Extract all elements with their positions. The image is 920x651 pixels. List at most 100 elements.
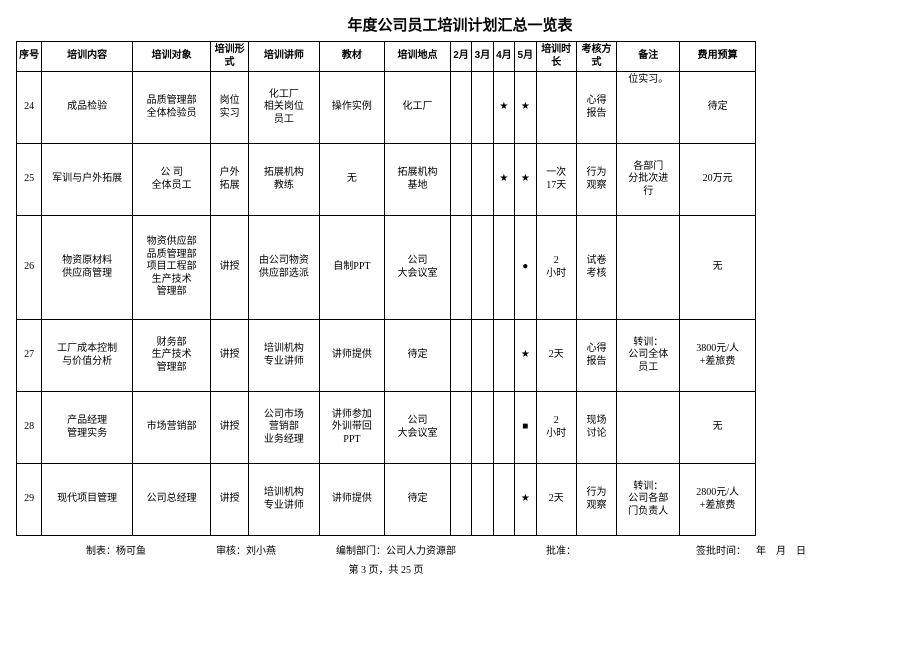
cell-mat: 讲师提供 [319, 320, 385, 392]
table-row: 27工厂成本控制 与价值分析财务部 生产技术 管理部讲授培训机构 专业讲师讲师提… [17, 320, 756, 392]
cell-m2 [450, 320, 471, 392]
col-header: 培训内容 [42, 42, 133, 72]
cell-no: 28 [17, 392, 42, 464]
cell-no: 25 [17, 144, 42, 216]
cell-m5: ★ [515, 144, 536, 216]
col-header: 考核方式 [576, 42, 616, 72]
cell-form: 讲授 [211, 464, 249, 536]
table-row: 25军训与户外拓展公 司 全体员工户外 拓展拓展机构 教练无拓展机构 基地★★一… [17, 144, 756, 216]
cell-mat: 无 [319, 144, 385, 216]
cell-assess: 行为 观察 [576, 464, 616, 536]
cell-remark: 位实习。 [617, 72, 680, 144]
cell-target: 财务部 生产技术 管理部 [133, 320, 211, 392]
cell-dur: 2天 [536, 320, 576, 392]
cell-m3 [472, 144, 493, 216]
cell-m2 [450, 144, 471, 216]
cell-form: 讲授 [211, 216, 249, 320]
cell-form: 讲授 [211, 320, 249, 392]
cell-form: 户外 拓展 [211, 144, 249, 216]
cell-target: 市场营销部 [133, 392, 211, 464]
cell-lect: 拓展机构 教练 [249, 144, 320, 216]
cell-lect: 培训机构 专业讲师 [249, 320, 320, 392]
cell-lect: 化工厂 相关岗位 员工 [249, 72, 320, 144]
dept-name: 公司人力资源部 [386, 542, 456, 557]
col-header: 序号 [17, 42, 42, 72]
cell-loc: 公司 大会议室 [385, 392, 451, 464]
cell-content: 现代项目管理 [42, 464, 133, 536]
col-header: 培训地点 [385, 42, 451, 72]
cell-assess: 现场 讨论 [576, 392, 616, 464]
col-header: 备注 [617, 42, 680, 72]
cell-m4 [493, 392, 514, 464]
cell-m2 [450, 216, 471, 320]
cell-m4 [493, 216, 514, 320]
table-row: 28产品经理 管理实务市场营销部讲授公司市场 营销部 业务经理讲师参加 外训带回… [17, 392, 756, 464]
col-header: 培训对象 [133, 42, 211, 72]
cell-remark [617, 392, 680, 464]
cell-cost: 3800元/人 +差旅费 [680, 320, 756, 392]
cell-m2 [450, 392, 471, 464]
cell-loc: 化工厂 [385, 72, 451, 144]
cell-m3 [472, 72, 493, 144]
footer-line: 制表： 杨可鱼 审核： 刘小燕 编制部门： 公司人力资源部 批准： 签批时间： … [16, 542, 916, 557]
cell-mat: 讲师参加 外训带回 PPT [319, 392, 385, 464]
dept-label: 编制部门： [336, 542, 386, 557]
cell-loc: 待定 [385, 320, 451, 392]
cell-m3 [472, 320, 493, 392]
cell-m3 [472, 392, 493, 464]
pager: 第 3 页，共 25 页 [16, 561, 756, 576]
cell-cost: 20万元 [680, 144, 756, 216]
cell-no: 24 [17, 72, 42, 144]
cell-assess: 试卷 考核 [576, 216, 616, 320]
cell-remark: 转训： 公司全体 员工 [617, 320, 680, 392]
cell-target: 公司总经理 [133, 464, 211, 536]
cell-cost: 待定 [680, 72, 756, 144]
cell-m4: ★ [493, 72, 514, 144]
cell-loc: 待定 [385, 464, 451, 536]
date-tail: 年 月 日 [746, 542, 806, 557]
table-header-row: 序号培训内容培训对象培训形式培训讲师教材培训地点2月3月4月5月培训时长考核方式… [17, 42, 756, 72]
cell-no: 27 [17, 320, 42, 392]
cell-content: 工厂成本控制 与价值分析 [42, 320, 133, 392]
cell-content: 产品经理 管理实务 [42, 392, 133, 464]
cell-dur: 2 小时 [536, 216, 576, 320]
cell-loc: 拓展机构 基地 [385, 144, 451, 216]
cell-content: 物资原材料 供应商管理 [42, 216, 133, 320]
col-header: 3月 [472, 42, 493, 72]
cell-no: 29 [17, 464, 42, 536]
col-header: 培训时长 [536, 42, 576, 72]
cell-m4: ★ [493, 144, 514, 216]
cell-m4 [493, 320, 514, 392]
cell-m3 [472, 216, 493, 320]
cell-cost: 无 [680, 216, 756, 320]
col-header: 教材 [319, 42, 385, 72]
cell-m5: ★ [515, 320, 536, 392]
cell-m4 [493, 464, 514, 536]
cell-assess: 心得 报告 [576, 72, 616, 144]
col-header: 培训形式 [211, 42, 249, 72]
table-row: 26物资原材料 供应商管理物资供应部 品质管理部 项目工程部 生产技术 管理部讲… [17, 216, 756, 320]
cell-cost: 无 [680, 392, 756, 464]
cell-mat: 自制PPT [319, 216, 385, 320]
reviewer-label: 审核： [216, 542, 246, 557]
maker-name: 杨可鱼 [116, 542, 146, 557]
cell-assess: 心得 报告 [576, 320, 616, 392]
cell-remark [617, 216, 680, 320]
cell-loc: 公司 大会议室 [385, 216, 451, 320]
cell-target: 品质管理部 全体检验员 [133, 72, 211, 144]
col-header: 2月 [450, 42, 471, 72]
col-header: 5月 [515, 42, 536, 72]
cell-lect: 由公司物资 供应部选派 [249, 216, 320, 320]
cell-form: 讲授 [211, 392, 249, 464]
cell-lect: 培训机构 专业讲师 [249, 464, 320, 536]
cell-content: 军训与户外拓展 [42, 144, 133, 216]
cell-m5: ★ [515, 72, 536, 144]
cell-lect: 公司市场 营销部 业务经理 [249, 392, 320, 464]
cell-assess: 行为 观察 [576, 144, 616, 216]
cell-mat: 操作实例 [319, 72, 385, 144]
sign-time-label: 签批时间： [696, 542, 746, 557]
maker-label: 制表： [86, 542, 116, 557]
approve-label: 批准： [546, 542, 576, 557]
cell-remark: 转训： 公司各部 门负责人 [617, 464, 680, 536]
reviewer-name: 刘小燕 [246, 542, 276, 557]
